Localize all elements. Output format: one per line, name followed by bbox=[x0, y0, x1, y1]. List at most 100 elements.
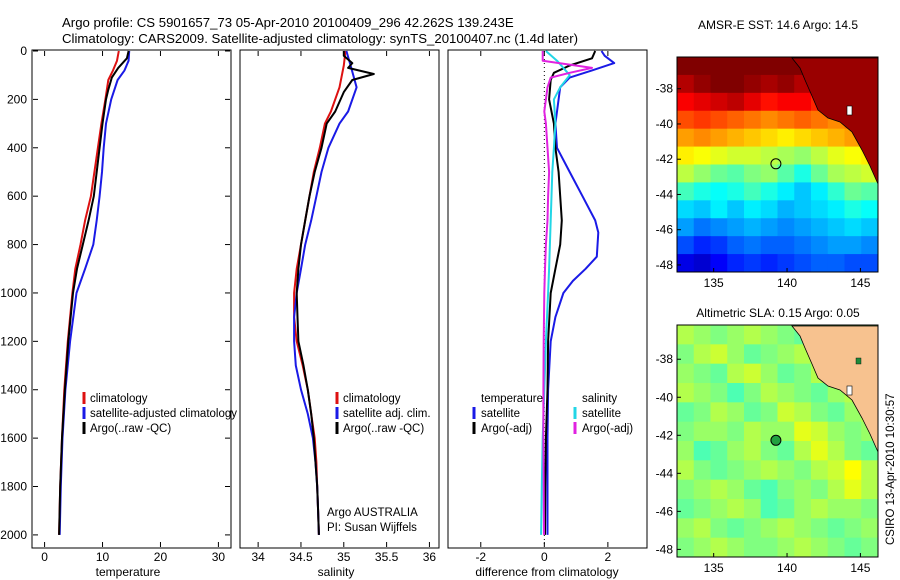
sst-heatmap-cell bbox=[727, 236, 745, 255]
sla-heatmap-cell bbox=[760, 363, 778, 384]
sla-heatmap-cell bbox=[710, 325, 728, 345]
sst-heatmap-cell bbox=[794, 164, 812, 183]
sla-heatmap-cell bbox=[744, 383, 762, 403]
sst-heatmap-cell bbox=[710, 164, 728, 183]
sla-heatmap-cell bbox=[811, 518, 829, 539]
sst-heatmap-cell bbox=[811, 110, 829, 130]
sst-heatmap-cell bbox=[727, 74, 745, 94]
sla-heatmap-cell bbox=[861, 441, 879, 461]
sst-heatmap-cell bbox=[827, 200, 845, 219]
legend-label-temp-argo: Argo(-adj) bbox=[481, 423, 532, 435]
temperature-series-line-2 bbox=[58, 50, 130, 535]
sla-heatmap-cell bbox=[777, 402, 795, 423]
sla-heatmap-cell bbox=[677, 363, 695, 384]
sst-heatmap-cell bbox=[777, 164, 795, 183]
sla-lat-tick-label: -46 bbox=[656, 504, 674, 518]
sst-heatmap-cell bbox=[677, 200, 695, 219]
sla-heatmap-cell bbox=[727, 344, 745, 365]
sst-heatmap-cell bbox=[693, 110, 711, 130]
sst-heatmap-cell bbox=[861, 182, 879, 201]
legend-label-sal-argo: Argo(-adj) bbox=[582, 423, 633, 435]
sla-heatmap-cell bbox=[811, 537, 829, 558]
sla-heatmap-cell bbox=[744, 518, 762, 539]
sla-lat-tick-label: -42 bbox=[656, 428, 674, 442]
sla-heatmap-cell bbox=[827, 518, 845, 539]
sst-heatmap-cell bbox=[727, 146, 745, 165]
sst-heatmap-cell bbox=[861, 200, 879, 219]
legend-heading-temperature: temperature bbox=[481, 393, 543, 405]
profile-panel-salinity: 34 34.5 35 35.5 36 salinity climatology sate… bbox=[239, 49, 440, 579]
sla-heatmap-cell bbox=[710, 402, 728, 423]
sst-heatmap-cell bbox=[744, 110, 762, 130]
sla-heatmap-cell bbox=[677, 383, 695, 403]
sla-heatmap-cell bbox=[677, 518, 695, 539]
sst-heatmap-cell bbox=[844, 146, 862, 165]
salinity-x-tick-label: 35 bbox=[337, 550, 351, 564]
sla-heatmap-cell bbox=[794, 537, 812, 558]
temperature-x-tick-label: 10 bbox=[96, 550, 110, 564]
sst-axis-ticks: 135 140 145 -38 -40 -42 -44 -46 -48 bbox=[656, 82, 871, 290]
sst-heatmap-cell bbox=[727, 182, 745, 201]
sla-heatmap-cell bbox=[844, 518, 862, 539]
sst-heatmap-cell bbox=[827, 146, 845, 165]
sst-heatmap-cell bbox=[861, 218, 879, 237]
sla-heatmap-cell bbox=[727, 460, 745, 481]
map-panel-sst: AMSR-E SST: 14.6 Argo: 14.5 135 140 145 -38… bbox=[656, 18, 879, 290]
sla-heatmap-cell bbox=[777, 325, 795, 345]
sst-heatmap-cell bbox=[727, 200, 745, 219]
sst-heatmap-cell bbox=[827, 218, 845, 237]
sla-heatmap-cell bbox=[710, 344, 728, 365]
sst-heatmap-cell bbox=[811, 218, 829, 237]
sla-lon-tick-label: 135 bbox=[704, 561, 724, 575]
sst-heatmap-cell bbox=[693, 200, 711, 219]
sla-heatmap-cell bbox=[693, 537, 711, 558]
sst-heatmap-cell bbox=[811, 236, 829, 255]
sst-heatmap-cell bbox=[760, 164, 778, 183]
sst-heatmap-cell bbox=[693, 74, 711, 94]
sst-heatmap-cell bbox=[727, 128, 745, 148]
sla-heatmap-cell bbox=[760, 344, 778, 365]
sst-heatmap-cell bbox=[827, 164, 845, 183]
sst-heatmap-cell bbox=[744, 218, 762, 237]
sla-heatmap-cell bbox=[827, 499, 845, 519]
sla-heatmap-cell bbox=[744, 344, 762, 365]
sla-heatmap-cell bbox=[693, 518, 711, 539]
sla-heatmap-cell bbox=[677, 479, 695, 500]
sla-heatmap-cell bbox=[744, 479, 762, 500]
salinity-legend: climatology satellite adj. clim. Argo(..… bbox=[335, 392, 431, 435]
sla-heatmap-cell bbox=[777, 421, 795, 442]
sla-heatmap-cell bbox=[827, 537, 845, 558]
sst-heatmap-cell bbox=[794, 146, 812, 165]
legend-label-temp-satellite: satellite bbox=[481, 408, 520, 420]
temperature-x-ticks: 0 10 20 30 bbox=[41, 51, 225, 564]
sst-heatmap-cell bbox=[693, 218, 711, 237]
sst-heatmap-cell bbox=[677, 57, 695, 76]
sla-heatmap-cell bbox=[727, 325, 745, 345]
salinity-series-layer bbox=[293, 50, 375, 535]
sst-heatmap-cell bbox=[677, 218, 695, 237]
sla-heatmap-cell bbox=[861, 499, 879, 519]
sla-heatmap-cell bbox=[693, 402, 711, 423]
sla-heatmap-cell bbox=[794, 441, 812, 461]
sst-heatmap-cell bbox=[760, 128, 778, 148]
sst-heatmap-cell bbox=[777, 236, 795, 255]
sla-heatmap-cell bbox=[777, 499, 795, 519]
sst-heatmap-cell bbox=[794, 200, 812, 219]
sst-heatmap-cell bbox=[693, 92, 711, 112]
sla-heatmap-cell bbox=[760, 460, 778, 481]
sst-heatmap-cell bbox=[710, 218, 728, 237]
figure-title-line1: Argo profile: CS 5901657_73 05-Apr-2010 … bbox=[62, 15, 514, 30]
sla-heatmap-cell bbox=[844, 421, 862, 442]
sst-heatmap-cell bbox=[693, 254, 711, 273]
depth-tick-label: 1800 bbox=[0, 480, 27, 494]
sst-heatmap-cell bbox=[710, 146, 728, 165]
sst-heatmap-cell bbox=[710, 236, 728, 255]
difference-x-tick-label: -2 bbox=[475, 550, 486, 564]
sla-heatmap-cell bbox=[794, 402, 812, 423]
sla-lat-tick-label: -44 bbox=[656, 466, 674, 480]
sla-heatmap-cell bbox=[693, 479, 711, 500]
sla-heatmap-cell bbox=[693, 421, 711, 442]
salinity-x-tick-label: 35.5 bbox=[375, 550, 399, 564]
sst-heatmap-cell bbox=[693, 236, 711, 255]
sla-heatmap-cell bbox=[677, 325, 695, 345]
